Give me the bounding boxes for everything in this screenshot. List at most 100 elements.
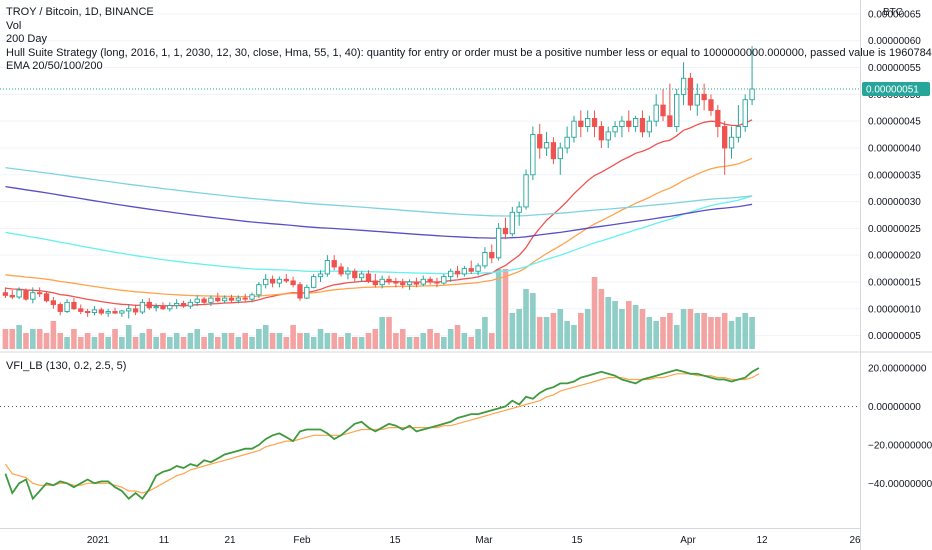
candle[interactable] xyxy=(146,298,152,310)
candle[interactable] xyxy=(495,223,502,261)
candle[interactable] xyxy=(9,290,15,300)
candle[interactable] xyxy=(228,294,235,303)
candle[interactable] xyxy=(153,303,159,312)
candle[interactable] xyxy=(276,276,283,288)
candle[interactable] xyxy=(290,276,296,288)
candle[interactable] xyxy=(523,169,529,210)
candle[interactable] xyxy=(461,265,468,277)
candle[interactable] xyxy=(91,306,98,316)
candle[interactable] xyxy=(502,217,509,240)
candle[interactable] xyxy=(454,265,461,278)
candle[interactable] xyxy=(406,279,413,291)
candle[interactable] xyxy=(660,88,666,122)
candle[interactable] xyxy=(400,278,406,289)
candle[interactable] xyxy=(646,115,652,138)
vfi-axis[interactable]: 20.00000000 0.00000000 −20.00000000 −40.000… xyxy=(868,364,932,490)
candle[interactable] xyxy=(626,110,632,132)
candle[interactable] xyxy=(468,260,474,274)
candle[interactable] xyxy=(413,277,420,288)
candle[interactable] xyxy=(194,295,200,307)
candle[interactable] xyxy=(43,291,50,303)
candle[interactable] xyxy=(126,304,132,319)
candle[interactable] xyxy=(311,273,317,289)
candle[interactable] xyxy=(509,206,515,237)
candle[interactable] xyxy=(174,299,180,309)
candle[interactable] xyxy=(324,255,331,277)
candle[interactable] xyxy=(180,300,187,308)
candle[interactable] xyxy=(30,287,36,304)
candle[interactable] xyxy=(249,292,255,303)
candle[interactable] xyxy=(331,255,337,271)
candle[interactable] xyxy=(139,299,146,315)
candle[interactable] xyxy=(352,268,358,282)
candle[interactable] xyxy=(105,308,111,317)
candle[interactable] xyxy=(598,121,605,148)
vfi-legend[interactable]: VFI_LB (130, 0.2, 2.5, 5) xyxy=(6,360,127,372)
candle[interactable] xyxy=(37,287,43,297)
candle[interactable] xyxy=(742,94,748,132)
candle[interactable] xyxy=(482,247,488,269)
candle[interactable] xyxy=(605,126,611,148)
candle[interactable] xyxy=(653,94,659,127)
candle[interactable] xyxy=(557,142,563,175)
price-axis[interactable]: BTC 0.00000005 0.00000010 0.00000015 0.0000… xyxy=(868,7,921,342)
candle[interactable] xyxy=(591,110,598,138)
candle[interactable] xyxy=(23,288,29,301)
candle[interactable] xyxy=(543,131,550,157)
volume-legend[interactable]: Vol xyxy=(6,19,22,32)
candle[interactable] xyxy=(167,302,173,312)
candle[interactable] xyxy=(550,137,557,165)
candle[interactable] xyxy=(612,121,618,138)
candle[interactable] xyxy=(64,299,70,314)
candle[interactable] xyxy=(420,275,426,287)
candle[interactable] xyxy=(687,72,694,111)
candle[interactable] xyxy=(16,287,22,300)
candle[interactable] xyxy=(84,308,91,317)
candle[interactable] xyxy=(441,273,447,285)
candle[interactable] xyxy=(50,296,57,309)
candle[interactable] xyxy=(715,105,721,138)
candle[interactable] xyxy=(338,263,344,277)
candle[interactable] xyxy=(119,309,125,317)
ma200-legend[interactable]: 200 Day xyxy=(6,33,47,45)
candle[interactable] xyxy=(317,270,324,282)
candle[interactable] xyxy=(235,295,241,304)
candle[interactable] xyxy=(201,296,207,305)
candle[interactable] xyxy=(283,273,289,284)
candle[interactable] xyxy=(708,94,714,116)
candle[interactable] xyxy=(530,126,536,181)
candle[interactable] xyxy=(639,110,646,138)
candle[interactable] xyxy=(434,277,440,288)
candle[interactable] xyxy=(242,293,248,303)
candle[interactable] xyxy=(112,307,118,315)
candle[interactable] xyxy=(667,83,673,127)
candle[interactable] xyxy=(372,273,378,288)
candle[interactable] xyxy=(632,115,639,132)
candle[interactable] xyxy=(475,263,481,276)
candle[interactable] xyxy=(571,115,577,143)
candle[interactable] xyxy=(208,295,214,307)
candle[interactable] xyxy=(578,110,584,138)
candle[interactable] xyxy=(674,88,680,132)
candle[interactable] xyxy=(2,287,9,299)
candle[interactable] xyxy=(393,277,399,288)
candle[interactable] xyxy=(132,304,139,316)
candle[interactable] xyxy=(256,281,262,299)
candle[interactable] xyxy=(722,121,728,175)
candle[interactable] xyxy=(98,307,104,316)
candle[interactable] xyxy=(619,115,625,138)
strategy-legend[interactable]: Hull Suite Strategy (long, 2016, 1, 1, 2… xyxy=(6,46,932,59)
candle[interactable] xyxy=(345,266,351,280)
candle[interactable] xyxy=(221,295,228,304)
candle[interactable] xyxy=(358,271,365,282)
candle[interactable] xyxy=(215,292,221,303)
candle[interactable] xyxy=(489,244,495,264)
candle[interactable] xyxy=(427,276,433,285)
candle[interactable] xyxy=(537,123,543,159)
candle[interactable] xyxy=(304,284,310,300)
symbol-title[interactable]: TROY / Bitcoin, 1D, BINANCE xyxy=(6,6,154,18)
candle[interactable] xyxy=(516,201,522,226)
candle[interactable] xyxy=(386,275,392,285)
candle[interactable] xyxy=(379,275,385,289)
